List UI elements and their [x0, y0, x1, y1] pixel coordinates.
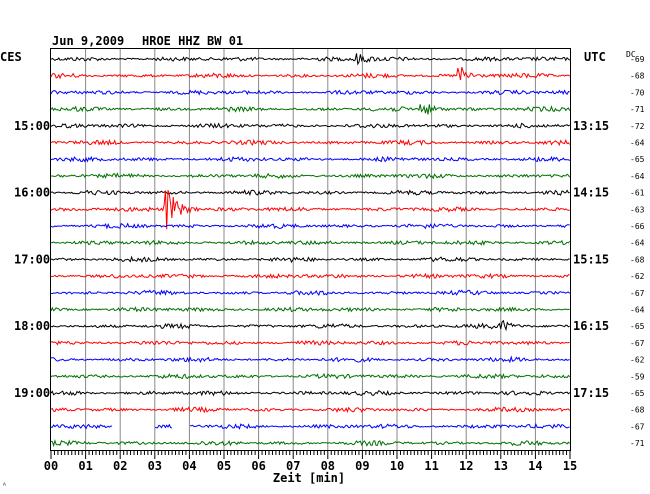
x-tick-label-8: 08: [321, 459, 335, 473]
trace-15: [50, 306, 570, 313]
dc-offset-label: -62: [630, 356, 645, 365]
dc-offset-label: -65: [630, 155, 645, 164]
right-time-label: 17:15: [573, 386, 609, 400]
x-tick-label-12: 12: [459, 459, 473, 473]
x-tick-label-7: 07: [286, 459, 300, 473]
trace-13: [50, 272, 570, 280]
dc-offset-label: -64: [630, 239, 645, 248]
x-tick-label-13: 13: [494, 459, 508, 473]
dc-offset-label: -64: [630, 306, 645, 315]
trace-12: [50, 255, 570, 264]
dc-offset-label: -68: [630, 406, 645, 415]
dc-offset-label: -63: [630, 205, 645, 214]
trace-9: [50, 189, 570, 230]
dc-offset-label: -61: [630, 189, 645, 198]
dc-offset-label: -68: [630, 72, 645, 81]
trace-1: [50, 67, 571, 81]
trace-6: [50, 155, 570, 163]
dc-offset-label: -67: [630, 289, 645, 298]
left-time-label: 19:00: [14, 386, 50, 400]
dc-offset-label: -66: [630, 222, 645, 231]
x-tick-label-14: 14: [528, 459, 542, 473]
x-tick-label-0: 00: [44, 459, 58, 473]
dc-offset-label: -62: [630, 272, 645, 281]
right-time-label: 16:15: [573, 319, 609, 333]
x-tick-label-6: 06: [251, 459, 265, 473]
trace-16: [50, 319, 570, 332]
left-time-label: 18:00: [14, 319, 50, 333]
dc-header-label: DC: [626, 50, 636, 59]
trace-2: [50, 89, 570, 96]
x-tick-label-3: 03: [148, 459, 162, 473]
trace-3: [50, 104, 571, 115]
x-tick-label-15: 15: [563, 459, 577, 473]
time-labels: 15:00 16:00 17:00 18:00 19:00 13:15 14:15 15:15…: [14, 55, 645, 448]
left-time-label: 15:00: [14, 119, 50, 133]
trace-11: [50, 239, 571, 246]
right-zone-label: UTC: [584, 50, 606, 64]
trace-10: [50, 222, 570, 230]
x-tick-label-5: 05: [217, 459, 231, 473]
x-tick-label-2: 02: [113, 459, 127, 473]
trace-4: [50, 122, 571, 129]
dc-offset-label: -71: [630, 105, 645, 114]
dc-offset-label: -59: [630, 372, 645, 381]
chart-station: HROE HHZ BW 01: [142, 34, 243, 48]
dc-offset-label: -64: [630, 139, 645, 148]
chart-date: Jun 9,2009: [52, 34, 124, 48]
dc-offset-label: -68: [630, 255, 645, 264]
x-tick-label-10: 10: [390, 459, 404, 473]
trace-20: [50, 389, 571, 397]
right-time-label: 15:15: [573, 252, 609, 266]
dc-offset-label: -67: [630, 339, 645, 348]
x-axis-label: Zeit [min]: [273, 471, 345, 485]
trace-0: [50, 53, 571, 66]
trace-19: [50, 373, 571, 380]
trace-23: [50, 439, 571, 448]
x-tick-label-9: 09: [355, 459, 369, 473]
x-tick-label-1: 01: [78, 459, 92, 473]
dc-offset-label: -69: [630, 55, 645, 64]
corner-mark: ᴬ: [2, 481, 7, 490]
x-tick-label-11: 11: [424, 459, 438, 473]
trace-8: [50, 189, 570, 197]
left-time-label: 17:00: [14, 252, 50, 266]
trace-14: [50, 289, 571, 296]
dc-offset-label: -64: [630, 172, 645, 181]
minute-gridlines: [85, 49, 536, 450]
dc-offset-label: -67: [630, 422, 645, 431]
x-tick-label-4: 04: [182, 459, 196, 473]
dc-offset-label: -71: [630, 439, 645, 448]
trace-7: [50, 172, 571, 180]
x-axis: 00 01 02 03 04 05 06 07 08 09 10 11 12 13 14 15: [44, 450, 577, 473]
trace-17: [50, 339, 570, 346]
trace-5: [50, 138, 571, 147]
dc-offset-label: -65: [630, 389, 645, 398]
trace-21: [50, 406, 571, 414]
dc-offset-label: -70: [630, 88, 645, 97]
left-zone-label: CES: [0, 50, 22, 64]
dc-offset-label: -65: [630, 322, 645, 331]
left-time-label: 16:00: [14, 186, 50, 200]
right-time-label: 13:15: [573, 119, 609, 133]
trace-22: [51, 422, 570, 430]
dc-offset-label: -72: [630, 122, 645, 131]
trace-18: [50, 355, 570, 364]
seismic-traces: [50, 53, 571, 448]
right-time-label: 14:15: [573, 186, 609, 200]
